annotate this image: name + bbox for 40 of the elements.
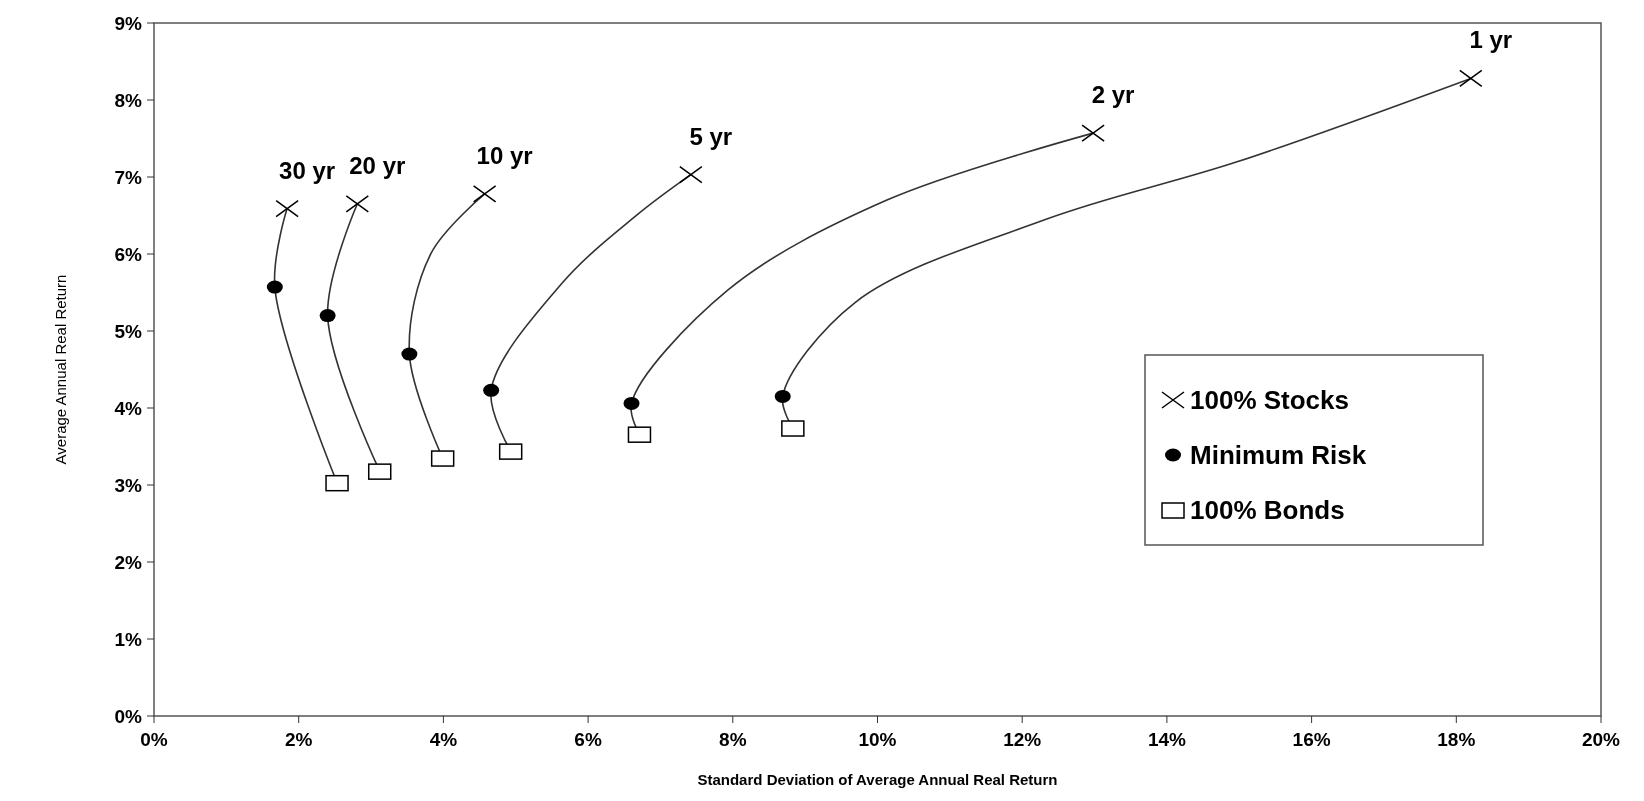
y-tick-label: 8% (114, 89, 143, 111)
x-tick-label: 10% (858, 729, 897, 750)
x-tick-label: 8% (719, 729, 747, 750)
legend-label: 100% Bonds (1190, 495, 1345, 526)
x-tick-label: 16% (1292, 729, 1331, 750)
x-tick-label: 12% (1003, 729, 1042, 750)
y-tick-label: 7% (114, 166, 143, 188)
point (319, 309, 336, 323)
annotation: 5 yr (689, 122, 733, 150)
x-tick-label: 14% (1147, 729, 1187, 750)
x-tick-label: 6% (574, 729, 602, 750)
point (623, 396, 640, 410)
y-tick-label: 9% (114, 12, 143, 34)
point (266, 280, 283, 294)
annotation: 2 yr (1091, 81, 1135, 109)
x-tick-label: 4% (429, 729, 458, 750)
y-tick-label: 5% (114, 320, 143, 342)
point (401, 347, 418, 361)
x-tick-label: 20% (1581, 729, 1621, 750)
y-tick-label: 0% (114, 705, 143, 727)
x-tick-label: 18% (1437, 729, 1476, 750)
x-tick-label: 0% (140, 729, 168, 750)
y-tick-label: 1% (114, 628, 143, 650)
point (325, 474, 349, 492)
y-tick-label: 3% (114, 474, 143, 496)
y-axis-title: Average Annual Real Return (52, 274, 69, 465)
legend-label: Minimum Risk (1190, 440, 1367, 471)
point (774, 389, 791, 403)
annotation: 30 yr (279, 156, 336, 184)
y-tick-label: 2% (114, 551, 143, 573)
x-tick-label: 2% (284, 729, 313, 750)
point (483, 383, 500, 397)
annotation: 10 yr (476, 141, 533, 169)
annotation: 1 yr (1469, 26, 1513, 54)
y-tick-label: 4% (114, 397, 143, 419)
legend-label: 100% Stocks (1190, 385, 1349, 416)
x-axis-title: Standard Deviation of Average Annual Real Return (697, 771, 1058, 788)
annotation: 20 yr (349, 151, 406, 179)
y-tick-label: 6% (114, 243, 143, 265)
point (781, 420, 805, 437)
